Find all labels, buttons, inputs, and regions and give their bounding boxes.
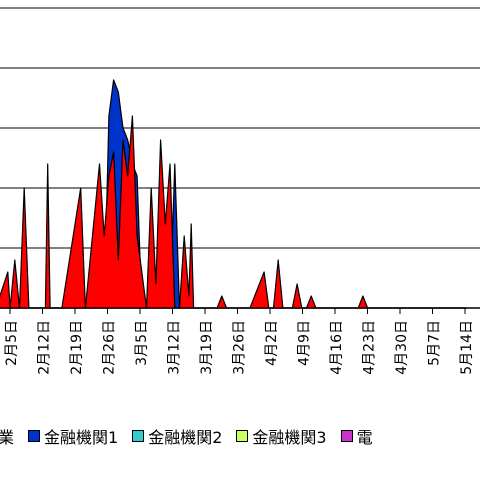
legend-item-series-0: 業 — [0, 424, 14, 448]
chart-svg: 2月5日 2月12日 2月19日 2月26日 3月5日 3月12日 3月19日 3月26日 4月… — [0, 7, 480, 375]
x-tick-label-13: 5月7日 — [427, 320, 443, 366]
x-tick-label-5: 3月12日 — [167, 320, 183, 375]
x-tick-label-2: 2月19日 — [69, 320, 85, 375]
legend-label-series-1: 金融機関1 — [44, 428, 119, 447]
x-tick-label-4: 3月5日 — [134, 320, 150, 366]
x-tick-label-11: 4月23日 — [362, 320, 378, 375]
x-tick-label-6: 3月19日 — [199, 320, 215, 375]
legend-item-series-1: 金融機関1 — [28, 424, 118, 448]
x-tick-label-14: 5月14日 — [459, 320, 475, 375]
x-tick-label-0: 2月5日 — [4, 320, 20, 366]
legend-item-series-4: 電 — [340, 424, 373, 448]
legend-swatch-series-3 — [236, 430, 249, 442]
legend-swatch-series-2 — [132, 430, 145, 442]
legend-label-series-4: 電 — [356, 428, 373, 447]
legend-swatch-series-1 — [28, 430, 41, 442]
series-area-0 — [0, 115, 467, 309]
x-tick-label-7: 3月26日 — [232, 320, 248, 375]
x-tick-label-12: 4月30日 — [394, 320, 410, 375]
x-tick-label-9: 4月9日 — [297, 320, 313, 366]
x-tick-label-10: 4月16日 — [329, 320, 345, 375]
x-tick-label-1: 2月12日 — [37, 320, 53, 375]
legend-item-series-2: 金融機関2 — [132, 424, 222, 448]
legend-label-series-0: 業 — [0, 428, 15, 447]
legend-label-series-2: 金融機関2 — [148, 428, 223, 447]
x-tick-label-3: 2月26日 — [102, 320, 118, 375]
legend-swatch-series-4 — [340, 430, 353, 442]
x-tick-label-8: 4月2日 — [264, 320, 280, 366]
legend-item-series-3: 金融機関3 — [236, 424, 327, 448]
legend: 業 金融機関1 金融機関2 金融機関3 電 — [0, 424, 480, 448]
legend-label-series-3: 金融機関3 — [252, 428, 327, 447]
